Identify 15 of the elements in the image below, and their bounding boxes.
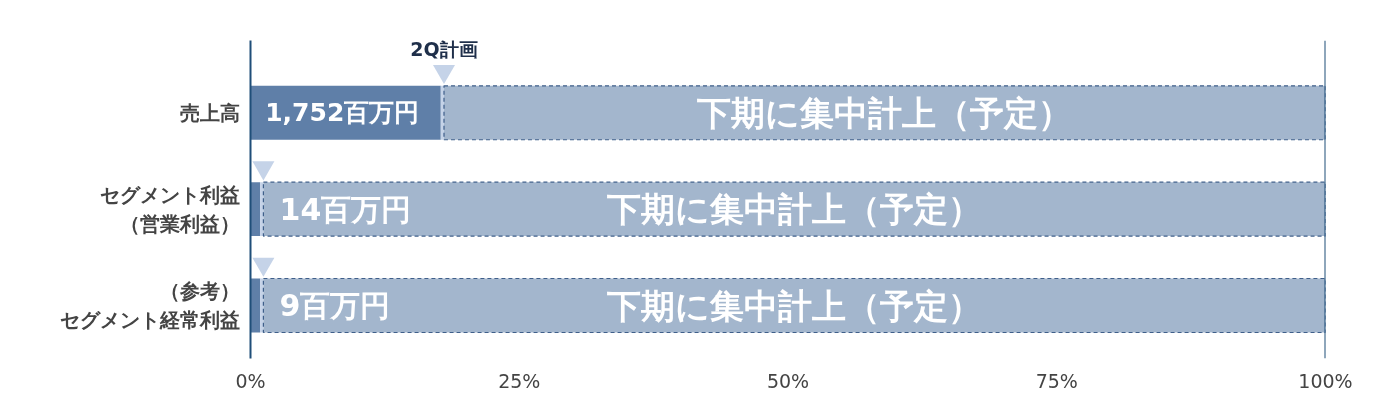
annotation: 9百万円 <box>279 288 391 323</box>
data-label: 下期に集中計上（予定） <box>605 285 982 326</box>
annotation: 2Q計画 <box>410 37 478 60</box>
data-label: 下期に集中計上（予定） <box>605 189 982 230</box>
annotation: 14百万円 <box>279 191 412 227</box>
annotation: 1,752百万円 <box>265 98 420 128</box>
y-tick-label: 売上高 <box>179 100 240 125</box>
y-tick-label: セグメント利益（営業利益） <box>99 182 240 236</box>
x-tick-label: 50% <box>766 369 810 392</box>
y-tick-label: （参考）セグメント経常利益 <box>59 279 240 332</box>
x-tick-label: 0% <box>235 369 266 392</box>
x-tick-label: 75% <box>1035 369 1078 392</box>
x-tick-label: 25% <box>498 369 541 392</box>
data-label: 下期に集中計上（予定） <box>696 92 1073 133</box>
x-tick-label: 100% <box>1298 369 1353 392</box>
